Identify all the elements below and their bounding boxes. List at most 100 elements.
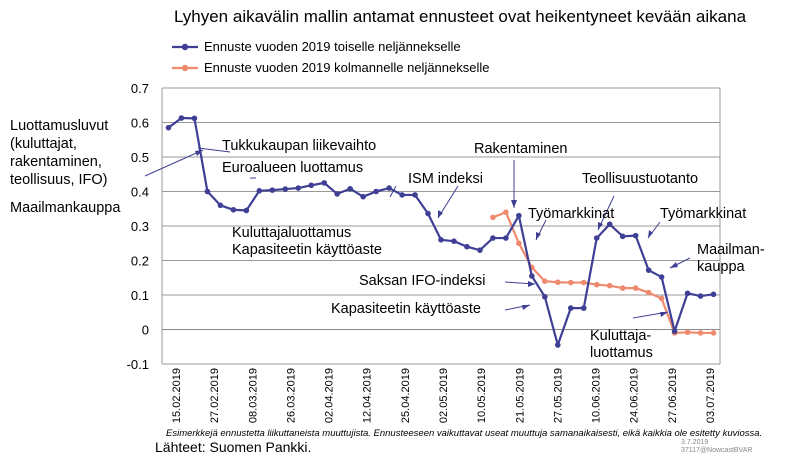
data-point: [697, 330, 704, 336]
y-tick-label: -0.1: [127, 357, 149, 372]
y-tick-label: 0.1: [131, 288, 149, 303]
legend-item-q2: Ennuste vuoden 2019 toiselle neljännekse…: [172, 39, 461, 54]
data-point: [567, 305, 574, 311]
legend-label-q3: Ennuste vuoden 2019 kolmannelle neljänne…: [204, 60, 490, 75]
data-point: [204, 188, 211, 195]
data-point: [373, 188, 379, 195]
x-tick-label: 25.04.2019: [400, 368, 412, 423]
data-point: [671, 328, 678, 335]
data-point: [684, 329, 691, 336]
x-tick-label: 24.06.2019: [629, 368, 641, 423]
data-point: [593, 281, 600, 288]
stamp-code: 37117@NowcastBVAR: [681, 447, 752, 454]
x-tick-label: 27.06.2019: [667, 368, 679, 423]
data-point: [399, 192, 405, 198]
series-2: [490, 209, 717, 336]
arrowheads: [195, 150, 678, 317]
annotation-ism: ISM indeksi: [408, 171, 483, 187]
y-tick-label: 0.7: [131, 81, 149, 96]
x-tick-label: 10.05.2019: [476, 368, 488, 423]
x-tick-label: 27.05.2019: [552, 368, 564, 423]
data-point: [412, 192, 418, 198]
data-point: [580, 279, 587, 286]
data-point: [710, 291, 717, 298]
x-tick-label: 15.02.2019: [171, 368, 183, 423]
data-point: [645, 267, 652, 273]
annotation-maailmankauppa-1: Maailmankauppa: [10, 200, 121, 216]
arrowhead-saksan: [528, 281, 535, 287]
data-point: [191, 115, 198, 122]
chart-title: Lyhyen aikavälin mallin antamat ennustee…: [174, 7, 747, 26]
data-point: [490, 214, 496, 221]
data-point: [542, 278, 548, 285]
x-tick-label: 26.03.2019: [285, 368, 297, 423]
x-tick-label: 02.04.2019: [324, 368, 336, 423]
data-point: [697, 293, 704, 299]
gridlines: [161, 87, 721, 365]
data-point: [490, 235, 496, 241]
x-tick-label: 12.04.2019: [362, 368, 374, 423]
legend-marker-q3: [181, 64, 189, 72]
data-point: [632, 232, 639, 239]
annotation-kuluttaja-2: Kuluttaja- luottamus: [590, 328, 655, 361]
data-point: [606, 221, 613, 228]
data-point: [256, 188, 263, 194]
data-point: [516, 240, 522, 247]
legend-label-q2: Ennuste vuoden 2019 toiselle neljännekse…: [204, 39, 461, 54]
y-tick-label: 0: [142, 323, 149, 338]
annotation-tyomarkkinat-2: Työmarkkinat: [660, 206, 746, 222]
data-point: [619, 285, 626, 291]
arrowhead-teollisuus: [598, 222, 603, 230]
data-point: [269, 187, 276, 193]
annotation-tukkukauppa: Tukkukaupan liikevaihto: [222, 138, 376, 154]
data-point: [295, 185, 302, 191]
data-point: [658, 295, 665, 302]
data-point: [710, 330, 717, 336]
annotation-kuluttajaluottamus: Kuluttajaluottamus Kapasiteetin käyttöas…: [232, 225, 382, 258]
data-point: [658, 274, 665, 280]
stamp-date: 3.7.2019: [681, 439, 708, 446]
arrow-euroalue-2: [389, 185, 397, 198]
annotation-euroalue: Euroalueen luottamus: [222, 160, 363, 176]
arrowhead-luottamus: [195, 150, 203, 156]
arrowhead-maailmankauppa2: [670, 262, 678, 268]
arrow-luottamus: [144, 149, 204, 177]
annotations: Luottamusluvut (kuluttajat, rakentaminen…: [10, 118, 765, 361]
annotation-kapasiteetti: Kapasiteetin käyttöaste: [331, 301, 481, 317]
data-point: [438, 237, 444, 243]
data-point: [529, 273, 535, 279]
data-point: [632, 285, 639, 291]
plot-area: [165, 115, 717, 348]
data-point: [567, 279, 574, 286]
y-axis: -0.1 0 0.1 0.2 0.3 0.4 0.5 0.6 0.7: [127, 81, 149, 372]
data-point: [593, 235, 600, 241]
y-tick-label: 0.3: [131, 219, 149, 234]
arrow-tukkukauppa: [197, 147, 231, 153]
y-tick-label: 0.4: [131, 185, 149, 200]
data-point: [451, 238, 457, 244]
x-tick-label: 08.03.2019: [247, 368, 259, 423]
data-point: [217, 202, 224, 209]
x-tick-label: 02.05.2019: [438, 368, 450, 423]
data-point: [386, 185, 392, 191]
data-point: [516, 212, 522, 219]
data-point: [477, 247, 483, 253]
legend-item-q3: Ennuste vuoden 2019 kolmannelle neljänne…: [172, 60, 490, 75]
data-point: [282, 186, 289, 192]
data-point: [554, 279, 561, 286]
data-point: [347, 185, 353, 192]
footnote: Esimerkkejä ennustetta liikuttaneista mu…: [166, 428, 762, 439]
data-point: [554, 342, 561, 348]
data-point: [503, 209, 509, 215]
x-tick-label: 10.06.2019: [591, 368, 603, 423]
data-point: [580, 305, 587, 311]
data-point: [321, 180, 328, 186]
data-point: [606, 282, 613, 289]
arrowhead-ism: [438, 210, 443, 218]
y-tick-label: 0.5: [131, 150, 149, 165]
data-point: [230, 206, 237, 213]
annotation-rakentaminen: Rakentaminen: [474, 141, 568, 157]
arrowhead-tyomarkkinat1: [536, 232, 541, 240]
data-point: [243, 207, 250, 214]
